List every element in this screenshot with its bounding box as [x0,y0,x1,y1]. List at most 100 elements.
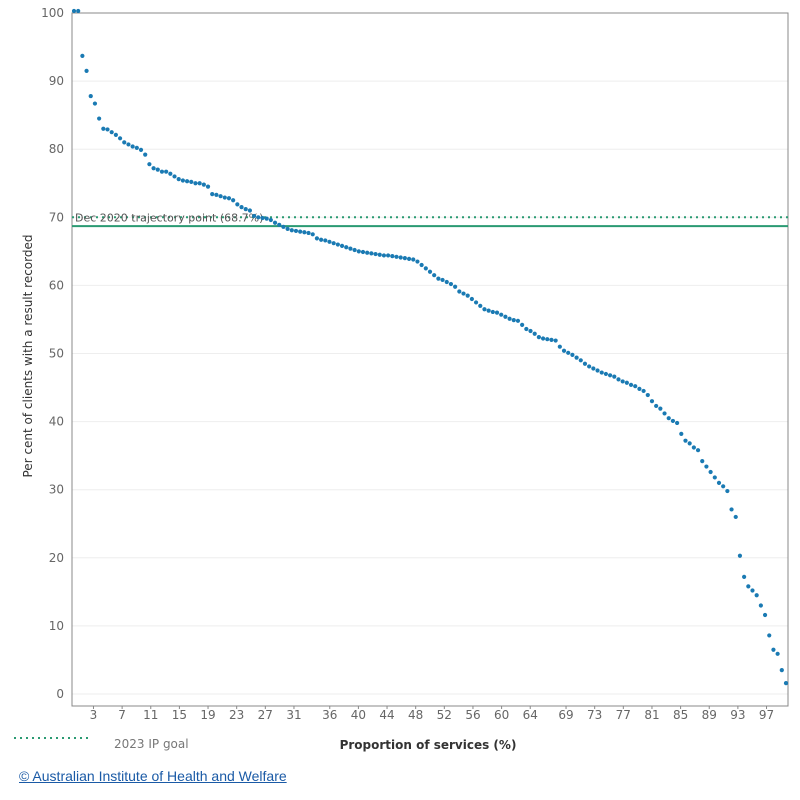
data-point [423,266,428,271]
x-tick-label: 81 [644,708,659,722]
data-point [327,239,332,244]
data-point [515,318,521,323]
data-point [783,681,789,686]
data-point [398,255,403,260]
data-point [184,179,190,184]
data-point [339,243,345,248]
data-point [536,335,541,340]
data-point [92,101,98,106]
data-point [469,296,474,302]
data-point [168,171,173,176]
data-point [742,574,747,579]
data-point [369,251,374,256]
x-tick-label: 93 [730,708,745,722]
data-point [134,145,139,150]
data-point [365,250,370,255]
data-point [289,228,294,233]
data-point [566,350,571,355]
data-point [499,312,504,317]
data-point [448,281,454,287]
data-point [746,584,751,589]
data-point [486,308,491,313]
data-points [71,8,789,686]
plot-frame [71,12,789,707]
data-point [386,253,391,258]
data-point [210,192,215,197]
x-tick-label: 44 [379,708,394,722]
data-point [670,418,676,424]
x-axis-title: Proportion of services (%) [340,738,517,752]
data-point [578,358,583,363]
data-point [440,277,445,283]
data-point [76,8,81,14]
x-tick-label: 85 [673,708,688,722]
data-point [306,230,311,236]
data-point [138,147,144,152]
data-point [285,226,290,231]
data-point [637,386,642,392]
data-point [151,166,156,171]
data-point [126,142,131,147]
x-tick-label: 40 [351,708,366,722]
data-point [390,254,395,259]
legend-goal-label: 2023 IP goal [114,737,189,751]
data-point [494,310,500,315]
data-point [503,314,508,319]
data-point [235,202,240,207]
data-point [122,140,127,145]
data-point [201,182,206,187]
y-tick-label: 80 [49,142,64,156]
data-point [172,174,177,179]
data-point [260,215,265,221]
data-point [737,553,743,558]
data-point [775,651,780,656]
data-point [427,269,433,274]
y-tick-label: 0 [56,687,64,701]
data-point [105,127,110,132]
gridlines [72,12,788,695]
data-point [553,338,558,343]
data-point [80,53,85,59]
y-tick-label: 30 [49,483,64,497]
data-point [582,361,588,366]
data-point [628,382,634,387]
data-point [268,217,273,223]
data-point [84,68,89,73]
data-point [113,132,118,137]
data-point [716,480,722,485]
x-tick-label: 48 [408,708,423,722]
data-point [687,441,692,446]
data-point [490,309,495,315]
x-tick-label: 97 [759,708,774,722]
data-point [549,337,554,342]
data-point [729,507,734,512]
data-point [645,392,650,398]
data-point [432,273,437,278]
data-point [222,195,227,200]
data-point [335,242,340,247]
data-point [482,307,487,312]
data-point [666,416,671,421]
data-point [616,377,621,382]
data-point [679,431,684,436]
data-point [352,247,357,253]
data-point [591,366,596,371]
data-point [750,588,755,593]
y-tick-label: 40 [49,415,64,429]
data-point [197,181,202,186]
y-tick-label: 10 [49,619,64,633]
x-tick-label: 73 [587,708,602,722]
data-point [415,259,420,264]
data-point [298,229,303,234]
data-point [117,136,123,141]
x-tick-label: 15 [172,708,187,722]
data-point [164,169,169,174]
data-point [712,475,717,480]
data-point [511,318,516,323]
x-tick-label: 56 [465,708,480,722]
data-point [239,204,244,210]
data-point [453,284,458,289]
credit-link[interactable]: © Australian Institute of Health and Wel… [19,768,287,784]
data-point [762,612,768,618]
